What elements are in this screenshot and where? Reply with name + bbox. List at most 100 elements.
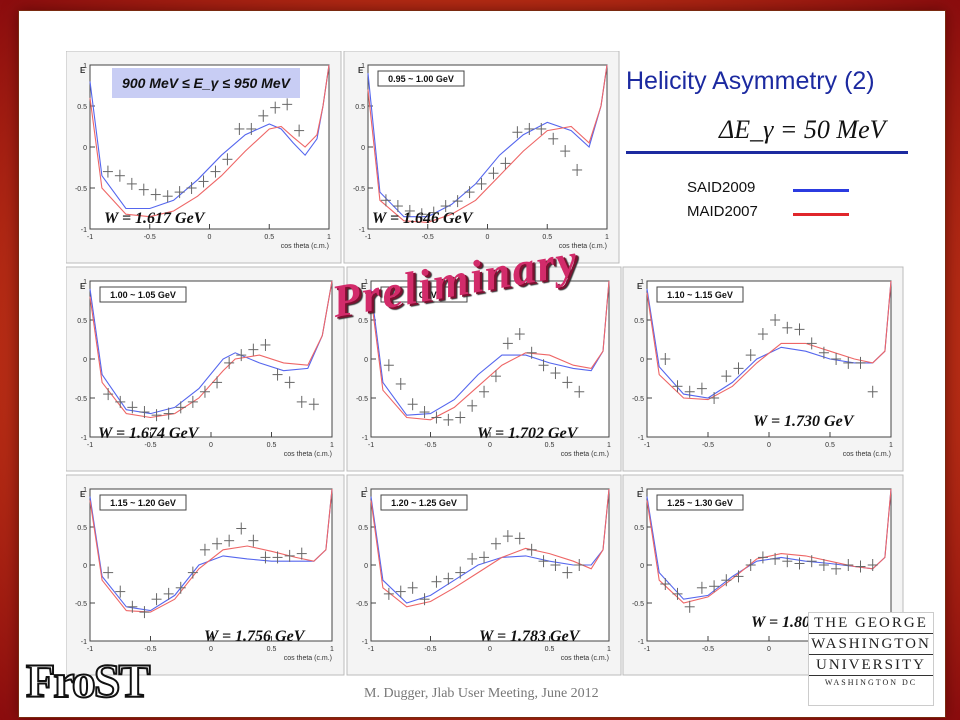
data-point [721, 370, 732, 383]
energy-range-label: 0.95 ~ 1.00 GeV [388, 74, 454, 84]
data-point [794, 323, 805, 336]
data-point [419, 593, 430, 606]
footer-text: M. Dugger, Jlab User Meeting, June 2012 [364, 686, 599, 701]
energy-range-label: 1.10 ~ 1.15 GeV [667, 290, 733, 300]
x-tick-label: -0.5 [424, 442, 436, 449]
legend-line-maid [793, 213, 849, 216]
y-tick-label: 0 [364, 357, 368, 364]
data-point [757, 328, 768, 341]
data-point [452, 195, 463, 208]
energy-range-box: 900 MeV ≤ E_γ ≤ 950 MeV [112, 68, 300, 98]
data-point [224, 356, 235, 369]
data-point [684, 600, 695, 613]
data-point [782, 555, 793, 568]
data-point [782, 321, 793, 334]
data-point [572, 163, 583, 176]
data-point [479, 551, 490, 564]
energy-range-label: 1.20 ~ 1.25 GeV [391, 498, 457, 508]
curve-maid2007 [370, 488, 610, 608]
data-point [248, 534, 259, 547]
data-point [115, 585, 126, 598]
y-tick-label: 0.5 [77, 525, 87, 532]
data-point [550, 559, 561, 571]
energy-range-label: 1.15 ~ 1.20 GeV [110, 498, 176, 508]
energy-range-box: 1.10 ~ 1.15 GeV [656, 286, 744, 303]
y-tick-label: -0.5 [356, 601, 368, 608]
panels-svg: -1 -1 -0.5 -0.5 0 0 0.5 0.5 1 1 cos theta (c.m.) E 9… [66, 51, 904, 676]
x-tick-label: -0.5 [422, 234, 434, 241]
data-point [431, 411, 442, 424]
data-point [733, 570, 744, 583]
y-tick-label: 0.5 [77, 318, 87, 325]
x-tick-label: 0.5 [267, 442, 277, 449]
plot-area [367, 64, 608, 230]
title-divider [626, 151, 908, 154]
data-point [660, 353, 671, 365]
data-point [272, 551, 283, 564]
curve-said2009 [367, 64, 608, 218]
data-point [392, 200, 403, 213]
y-tick-label: 1 [83, 279, 87, 286]
data-point [174, 186, 185, 199]
y-tick-label: -0.5 [75, 601, 87, 608]
data-point [407, 581, 418, 594]
data-point [222, 153, 233, 166]
y-tick-label: 0 [83, 145, 87, 152]
x-axis-label: cos theta (c.m.) [561, 451, 609, 458]
y-tick-label: 1 [83, 487, 87, 494]
frost-logo: FroST [25, 654, 151, 709]
x-tick-label: 0 [488, 646, 492, 653]
data-point [395, 585, 406, 598]
x-tick-label: 0 [209, 442, 213, 449]
data-point [272, 368, 283, 381]
w-label: W = 1.646 GeV [372, 210, 474, 227]
w-label: W = 1.756 GeV [204, 628, 306, 645]
y-tick-label: 0.5 [634, 318, 644, 325]
data-point [419, 406, 430, 419]
w-label: W = 1.674 GeV [98, 425, 200, 442]
data-point [296, 395, 307, 408]
data-point [843, 559, 854, 571]
data-point [855, 356, 866, 369]
curve-maid2007 [367, 64, 608, 223]
panel-5: -1-1 -0.5 -0.5 0 0 0.5 0.5 1 1 cos theta (c.m.) E 1… [622, 266, 904, 472]
y-tick-label: 0 [640, 357, 644, 364]
gwu-line-2: WASHINGTON [809, 634, 933, 655]
data-point [175, 401, 186, 414]
energy-range-box: 0.95 ~ 1.00 GeV [377, 70, 465, 87]
data-point [114, 169, 125, 182]
legend-label-said: SAID2009 [687, 179, 756, 196]
y-axis-label: E [361, 490, 367, 499]
gwu-line-1: THE GEORGE [809, 613, 933, 634]
energy-range-box: 1.00 ~ 1.05 GeV [99, 286, 187, 303]
x-tick-label: 0 [208, 234, 212, 241]
data-point [102, 165, 113, 178]
y-axis-label: E [80, 66, 86, 75]
data-point [550, 367, 561, 380]
energy-range-box: 0 GeV [380, 286, 468, 303]
data-point [127, 600, 138, 613]
data-point [383, 359, 394, 372]
data-point [560, 145, 571, 158]
y-tick-label: -1 [362, 639, 368, 646]
gwu-logo: THE GEORGE WASHINGTON UNIVERSITY WASHING… [808, 612, 934, 706]
curve-maid2007 [89, 280, 333, 419]
x-tick-label: -0.5 [144, 646, 156, 653]
data-point [818, 559, 829, 571]
data-point [574, 385, 585, 398]
data-point [500, 157, 511, 170]
data-point [258, 109, 269, 122]
data-point [260, 338, 271, 351]
y-tick-label: 0.5 [77, 104, 87, 111]
data-point [770, 552, 781, 565]
data-point [187, 395, 198, 408]
data-point [308, 398, 319, 411]
y-tick-label: -1 [81, 435, 87, 442]
data-point [246, 122, 257, 135]
y-tick-label: 1 [83, 63, 87, 70]
y-tick-label: 0.5 [634, 525, 644, 532]
x-tick-label: -1 [87, 646, 93, 653]
plot-area [646, 280, 892, 438]
data-point [395, 377, 406, 390]
data-point [294, 124, 305, 137]
